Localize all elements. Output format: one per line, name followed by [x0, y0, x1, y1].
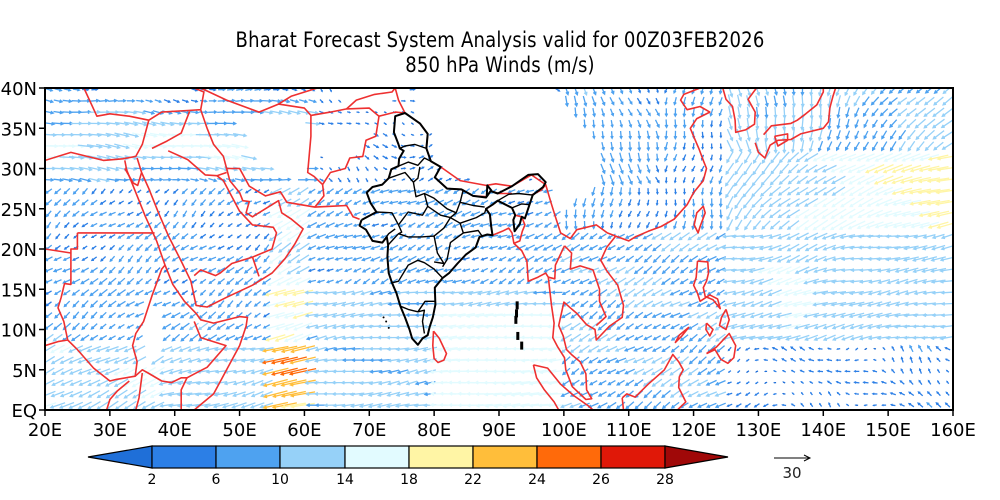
y-tick-label: 15N — [1, 280, 37, 301]
colorbar-segment — [279, 445, 346, 469]
x-tick-label: 20E — [28, 420, 62, 441]
y-tick-label: 25N — [1, 200, 37, 221]
y-axis: 40N 35N 30N 25N 20N 15N 10N 5N EQ — [1, 79, 45, 422]
y-tick-label: 20N — [1, 240, 37, 261]
x-tick-label: 150E — [865, 420, 911, 441]
x-tick-label: 90E — [482, 420, 516, 441]
y-tick-label: 5N — [12, 361, 37, 382]
colorbar-label: 24 — [528, 472, 546, 488]
y-tick-label: 35N — [1, 119, 37, 140]
reference-vector-label: 30 — [782, 464, 801, 482]
y-tick-label: 30N — [1, 160, 37, 181]
colorbar-label: 2 — [148, 472, 157, 488]
x-tick-label: 80E — [417, 420, 451, 441]
colorbar-label: 22 — [464, 472, 482, 488]
x-tick-label: 50E — [222, 420, 256, 441]
x-tick-label: 30E — [93, 420, 127, 441]
colorbar-label: 14 — [336, 472, 354, 488]
india-states-layer — [358, 112, 547, 350]
chart-subtitle: 850 hPa Winds (m/s) — [405, 53, 595, 77]
colorbar-segment — [151, 445, 217, 469]
colorbar-label: 28 — [656, 472, 674, 488]
colorbar-label: 10 — [271, 472, 289, 488]
x-axis: 20E 30E 40E 50E 60E 70E 80E 90E 100E 110E 120E 130E… — [28, 410, 976, 441]
x-tick-label: 60E — [287, 420, 321, 441]
x-tick-label: 100E — [541, 420, 587, 441]
chart-title: Bharat Forecast System Analysis valid fo… — [235, 28, 765, 52]
colorbar-segment — [344, 445, 410, 469]
country-borders-layer — [45, 88, 837, 410]
colorbar-segment — [408, 445, 474, 469]
x-tick-label: 40E — [158, 420, 192, 441]
x-tick-label: 70E — [352, 420, 386, 441]
x-tick-label: 160E — [930, 420, 976, 441]
colorbar-legend: 2 6 10 14 18 22 24 26 28 — [87, 445, 729, 488]
colorbar-segment — [600, 445, 666, 469]
colorbar-segment — [536, 445, 602, 469]
x-tick-label: 120E — [671, 420, 717, 441]
colorbar-label: 6 — [212, 472, 221, 488]
colorbar-label: 18 — [400, 472, 418, 488]
y-tick-label: 40N — [1, 79, 37, 100]
y-tick-label: EQ — [11, 401, 37, 422]
colorbar-segment — [472, 445, 538, 469]
x-tick-label: 110E — [606, 420, 652, 441]
colorbar-label: 26 — [592, 472, 610, 488]
x-tick-label: 140E — [800, 420, 846, 441]
wind-vectors-layer — [45, 88, 953, 410]
y-tick-label: 10N — [1, 321, 37, 342]
reference-vector: 30 — [774, 454, 812, 482]
colorbar-segment — [215, 445, 281, 469]
x-tick-label: 130E — [736, 420, 782, 441]
